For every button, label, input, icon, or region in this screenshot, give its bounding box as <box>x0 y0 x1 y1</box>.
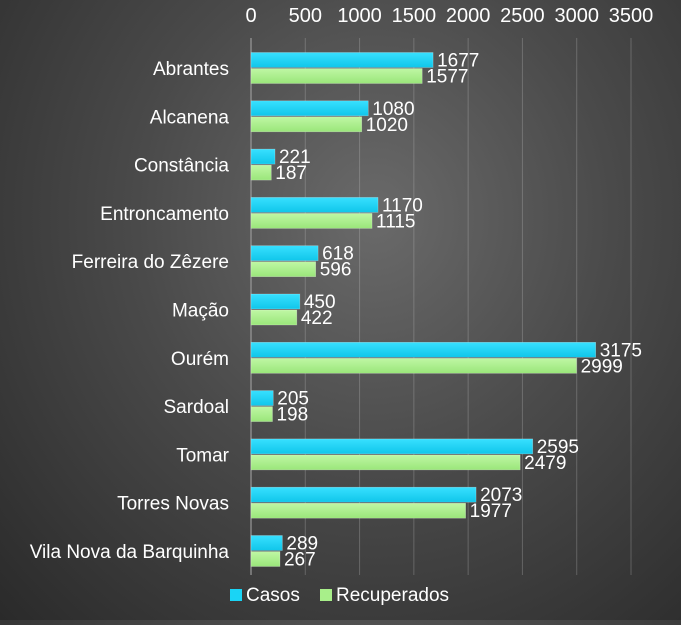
category-axis: Abrantes Alcanena Constância Entroncamento F… <box>30 59 230 563</box>
data-label-casos-macao: 450 <box>304 292 336 313</box>
data-label-casos-abrantes: 1677 <box>437 51 479 72</box>
category-label-torres-novas: Torres Novas <box>117 494 229 515</box>
bar-casos-ourem <box>250 341 597 358</box>
bar-recuperados-abrantes <box>250 68 423 84</box>
data-label-recuperados-torres-novas: 1977 <box>470 501 512 522</box>
category-label-tomar: Tomar <box>176 445 229 466</box>
data-label-casos-entroncamento: 1170 <box>382 195 423 216</box>
data-label-recuperados-ourem: 2999 <box>581 356 623 377</box>
bar-casos-abrantes <box>250 52 434 68</box>
data-label-casos-constancia: 221 <box>279 147 311 168</box>
bar-recuperados-ferreira-do-zezere <box>250 261 317 278</box>
category-label-ferreira-do-zezere: Ferreira do Zêzere <box>72 252 229 273</box>
data-label-recuperados-sardoal: 198 <box>276 405 308 426</box>
bar-casos-alcanena <box>250 100 369 117</box>
bar-recuperados-tomar <box>250 454 521 471</box>
x-tick-label: 0 <box>245 5 256 27</box>
bar-recuperados-alcanena <box>250 116 363 133</box>
bar-casos-constancia <box>250 148 276 165</box>
legend-label-casos: Casos <box>246 585 300 606</box>
category-label-alcanena: Alcanena <box>150 107 230 128</box>
category-label-vila-nova-da-barquinha: Vila Nova da Barquinha <box>30 542 230 563</box>
data-label-recuperados-constancia: 187 <box>275 163 307 184</box>
data-label-casos-torres-novas: 2073 <box>480 485 522 506</box>
data-label-recuperados-abrantes: 1577 <box>426 67 468 88</box>
x-tick-label: 3500 <box>609 5 654 27</box>
category-label-entroncamento: Entroncamento <box>100 204 229 225</box>
legend: Casos Recuperados <box>230 585 449 606</box>
bar-casos-vila-nova-da-barquinha <box>250 535 283 551</box>
bar-recuperados-macao <box>250 309 298 326</box>
bars <box>250 52 597 567</box>
category-label-sardoal: Sardoal <box>164 397 230 418</box>
bar-recuperados-entroncamento <box>250 213 373 229</box>
data-label-recuperados-alcanena: 1020 <box>366 115 408 136</box>
bar-recuperados-vila-nova-da-barquinha <box>250 551 281 567</box>
bar-casos-ferreira-do-zezere <box>250 245 319 261</box>
data-label-recuperados-tomar: 2479 <box>524 453 566 474</box>
bar-casos-entroncamento <box>250 197 379 213</box>
data-label-casos-ferreira-do-zezere: 618 <box>322 244 354 265</box>
bar-casos-sardoal <box>250 390 274 406</box>
data-label-casos-tomar: 2595 <box>537 437 579 458</box>
category-label-constancia: Constância <box>134 156 229 177</box>
bar-recuperados-ourem <box>250 357 577 374</box>
data-label-recuperados-vila-nova-da-barquinha: 267 <box>284 550 316 571</box>
x-tick-label: 1000 <box>337 5 382 27</box>
bar-recuperados-torres-novas <box>250 502 466 519</box>
bar-casos-torres-novas <box>250 486 477 503</box>
x-tick-label: 2000 <box>446 5 491 27</box>
x-tick-label: 2500 <box>500 5 545 27</box>
data-label-recuperados-macao: 422 <box>301 308 333 329</box>
legend-swatch-recuperados <box>320 589 332 601</box>
x-axis-ticks: 0 500 1000 1500 2000 2500 3000 3500 <box>245 5 653 27</box>
bar-recuperados-constancia <box>250 164 272 181</box>
data-label-recuperados-ferreira-do-zezere: 596 <box>320 260 352 281</box>
bar-casos-macao <box>250 293 301 310</box>
bar-casos-tomar <box>250 438 534 455</box>
category-label-abrantes: Abrantes <box>153 59 229 80</box>
category-label-macao: Mação <box>172 301 229 322</box>
data-label-recuperados-entroncamento: 1115 <box>376 211 415 232</box>
x-tick-label: 3000 <box>554 5 599 27</box>
legend-label-recuperados: Recuperados <box>336 585 449 606</box>
data-label-casos-vila-nova-da-barquinha: 289 <box>286 534 318 555</box>
category-label-ourem: Ourém <box>171 349 229 370</box>
x-tick-label: 1500 <box>392 5 437 27</box>
legend-swatch-casos <box>230 589 242 601</box>
x-tick-label: 500 <box>289 5 322 27</box>
bar-recuperados-sardoal <box>250 406 273 422</box>
data-label-casos-sardoal: 205 <box>277 389 309 410</box>
data-label-casos-ourem: 3175 <box>600 340 642 361</box>
data-label-casos-alcanena: 1080 <box>372 99 414 120</box>
